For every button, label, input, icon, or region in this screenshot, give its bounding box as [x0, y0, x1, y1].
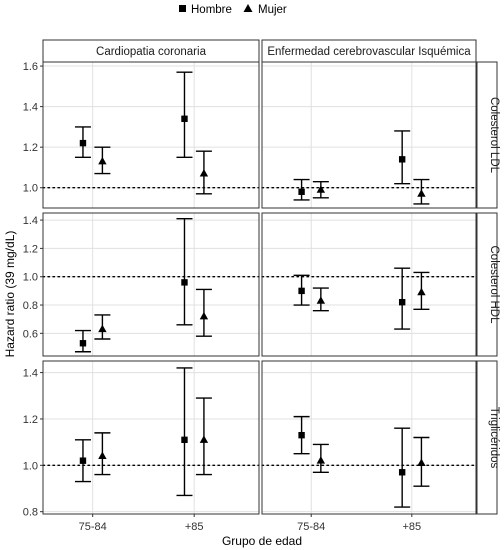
panel-background: [262, 62, 476, 208]
point-marker-square: [79, 139, 87, 147]
point-marker-triangle: [98, 156, 107, 165]
panel-background: [43, 62, 259, 208]
y-tick-label: 1.4: [23, 368, 38, 380]
legend: Hombre Mujer: [179, 4, 287, 16]
panel-border: [261, 360, 477, 515]
point-marker-triangle: [316, 456, 326, 464]
point-marker-square: [398, 156, 406, 163]
row-strip-label: Colesterol HDL: [488, 246, 500, 325]
row-strip: [476, 61, 498, 209]
y-tick-label: 0.8: [23, 300, 38, 312]
panel-border: [42, 360, 260, 515]
y-tick-label: 1.4: [23, 215, 38, 227]
point-marker-square: [398, 469, 406, 476]
point-marker-triangle: [417, 189, 426, 197]
point-marker-square: [181, 279, 188, 286]
point-marker-triangle: [417, 287, 426, 296]
y-tick-label: 1.2: [23, 142, 38, 154]
point-marker-triangle: [199, 169, 209, 177]
y-tick-label: 1.2: [23, 414, 38, 426]
row-strip-label: Colesterol LDL: [488, 97, 500, 174]
point-marker-square: [298, 287, 305, 295]
legend-label-mujer: Mujer: [258, 4, 287, 16]
point-marker-square: [298, 188, 305, 195]
facet-grid: Cardiopatia coronaria Enfermedad cerebrov…: [23, 39, 500, 533]
y-tick-label: 1.6: [23, 61, 38, 73]
y-tick-label: 1.0: [23, 460, 38, 472]
panel-border: [261, 212, 477, 357]
y-tick-label: 1.2: [23, 243, 38, 255]
point-marker-square: [79, 340, 87, 347]
point-marker-triangle: [98, 451, 107, 460]
y-tick-label: 1.0: [23, 272, 38, 284]
point-marker-triangle: [199, 435, 209, 443]
y-tick-label: 0.6: [23, 328, 38, 340]
panel-border: [261, 61, 477, 209]
x-tick-label: +85: [185, 521, 204, 533]
x-tick-label: 75-84: [297, 521, 325, 533]
panel-background: [262, 213, 476, 356]
panel-background: [43, 361, 259, 514]
x-axis-title: Grupo de edad: [222, 534, 302, 548]
point-marker-square: [398, 298, 406, 306]
point-marker-triangle: [417, 458, 426, 466]
point-marker-triangle: [316, 296, 326, 304]
y-tick-label: 1.4: [23, 102, 38, 114]
legend-label-hombre: Hombre: [191, 4, 232, 16]
x-tick-label: 75-84: [79, 521, 107, 533]
panel-border: [42, 212, 260, 357]
y-tick-label: 1.0: [23, 183, 38, 195]
column-strip-label: Cardiopatia coronaria: [96, 46, 207, 58]
panel-background: [43, 213, 259, 356]
point-marker-square: [181, 436, 188, 444]
y-tick-label: 0.8: [23, 507, 38, 519]
x-tick-label: +85: [402, 521, 421, 533]
point-marker-triangle: [199, 311, 209, 320]
row-strip-label: Triglicéridos: [488, 407, 500, 469]
legend-square-marker: [179, 5, 186, 12]
row-strip: [476, 360, 498, 515]
column-strip-label: Enfermedad cerebrovascular Isquémica: [267, 46, 471, 58]
panel-border: [42, 61, 260, 209]
point-marker-triangle: [316, 185, 326, 193]
y-axis-title: Hazard ratio (39 mg/dL): [3, 231, 17, 358]
legend-triangle-marker: [243, 4, 253, 12]
row-strip: [476, 212, 498, 357]
point-marker-square: [79, 457, 87, 464]
panel-background: [262, 361, 476, 514]
point-marker-triangle: [98, 324, 107, 333]
point-marker-square: [181, 115, 188, 122]
point-marker-square: [298, 431, 305, 439]
